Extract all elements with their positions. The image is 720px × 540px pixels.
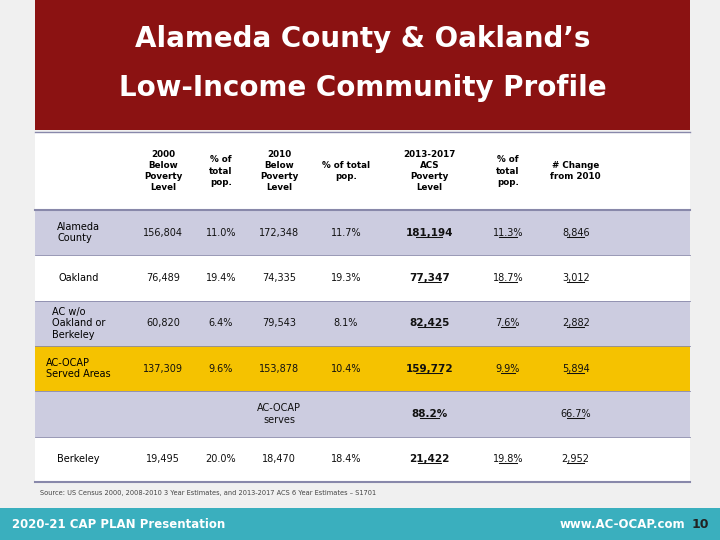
Text: www.AC-OCAP.com: www.AC-OCAP.com: [560, 517, 685, 530]
Text: Oakland: Oakland: [58, 273, 99, 283]
Text: AC-OCAP
serves: AC-OCAP serves: [257, 403, 301, 425]
Text: 11.0%: 11.0%: [206, 228, 236, 238]
Text: 19,495: 19,495: [146, 454, 180, 464]
Text: 18.4%: 18.4%: [330, 454, 361, 464]
Text: % of total
pop.: % of total pop.: [322, 161, 370, 181]
Text: 19.4%: 19.4%: [206, 273, 236, 283]
Text: 2010
Below
Poverty
Level: 2010 Below Poverty Level: [260, 150, 299, 192]
Text: 76,489: 76,489: [146, 273, 180, 283]
Text: 9.9%: 9.9%: [496, 363, 520, 374]
Text: 2013-2017
ACS
Poverty
Level: 2013-2017 ACS Poverty Level: [403, 150, 456, 192]
Text: 21,422: 21,422: [409, 454, 449, 464]
Text: 18.7%: 18.7%: [492, 273, 523, 283]
Text: AC-OCAP
Served Areas: AC-OCAP Served Areas: [46, 358, 111, 380]
Text: 8,846: 8,846: [562, 228, 590, 238]
Text: 137,309: 137,309: [143, 363, 183, 374]
Text: % of
total
pop.: % of total pop.: [496, 156, 520, 187]
Text: 8.1%: 8.1%: [333, 319, 358, 328]
Text: 5,894: 5,894: [562, 363, 590, 374]
Text: 20.0%: 20.0%: [206, 454, 236, 464]
Text: 19.8%: 19.8%: [492, 454, 523, 464]
Text: Berkeley: Berkeley: [58, 454, 100, 464]
Text: 181,194: 181,194: [405, 228, 453, 238]
FancyBboxPatch shape: [35, 392, 690, 437]
Text: Alameda
County: Alameda County: [57, 222, 100, 244]
Text: 74,335: 74,335: [262, 273, 297, 283]
Text: % of
total
pop.: % of total pop.: [210, 156, 233, 187]
Text: 7.6%: 7.6%: [495, 319, 520, 328]
Text: 2000
Below
Poverty
Level: 2000 Below Poverty Level: [144, 150, 182, 192]
Text: 156,804: 156,804: [143, 228, 183, 238]
Text: AC w/o
Oakland or
Berkeley: AC w/o Oakland or Berkeley: [52, 307, 105, 340]
Text: 11.3%: 11.3%: [492, 228, 523, 238]
Text: 88.2%: 88.2%: [411, 409, 447, 419]
Text: 9.6%: 9.6%: [209, 363, 233, 374]
FancyBboxPatch shape: [35, 0, 690, 130]
FancyBboxPatch shape: [35, 437, 690, 482]
Text: 159,772: 159,772: [405, 363, 453, 374]
Text: 66.7%: 66.7%: [560, 409, 591, 419]
FancyBboxPatch shape: [35, 346, 690, 391]
FancyBboxPatch shape: [35, 255, 690, 301]
Text: 18,470: 18,470: [262, 454, 296, 464]
Text: 10.4%: 10.4%: [330, 363, 361, 374]
Text: # Change
from 2010: # Change from 2010: [550, 161, 601, 181]
Text: 153,878: 153,878: [259, 363, 300, 374]
Text: 11.7%: 11.7%: [330, 228, 361, 238]
Text: Alameda County & Oakland’s: Alameda County & Oakland’s: [135, 25, 590, 53]
Text: 172,348: 172,348: [259, 228, 300, 238]
Text: 3,012: 3,012: [562, 273, 590, 283]
Text: 6.4%: 6.4%: [209, 319, 233, 328]
Text: 2020-21 CAP PLAN Presentation: 2020-21 CAP PLAN Presentation: [12, 517, 225, 530]
Text: 2,882: 2,882: [562, 319, 590, 328]
Text: 10: 10: [691, 517, 708, 530]
Text: Source: US Census 2000, 2008-2010 3 Year Estimates, and 2013-2017 ACS 6 Year Est: Source: US Census 2000, 2008-2010 3 Year…: [40, 490, 376, 496]
Text: 77,347: 77,347: [409, 273, 450, 283]
FancyBboxPatch shape: [0, 508, 720, 540]
FancyBboxPatch shape: [35, 210, 690, 255]
FancyBboxPatch shape: [35, 301, 690, 346]
Text: 19.3%: 19.3%: [330, 273, 361, 283]
Text: 79,543: 79,543: [262, 319, 297, 328]
Text: 60,820: 60,820: [146, 319, 180, 328]
FancyBboxPatch shape: [35, 132, 690, 210]
Text: 82,425: 82,425: [409, 319, 449, 328]
Text: Low-Income Community Profile: Low-Income Community Profile: [119, 75, 606, 103]
Text: 2,952: 2,952: [562, 454, 590, 464]
